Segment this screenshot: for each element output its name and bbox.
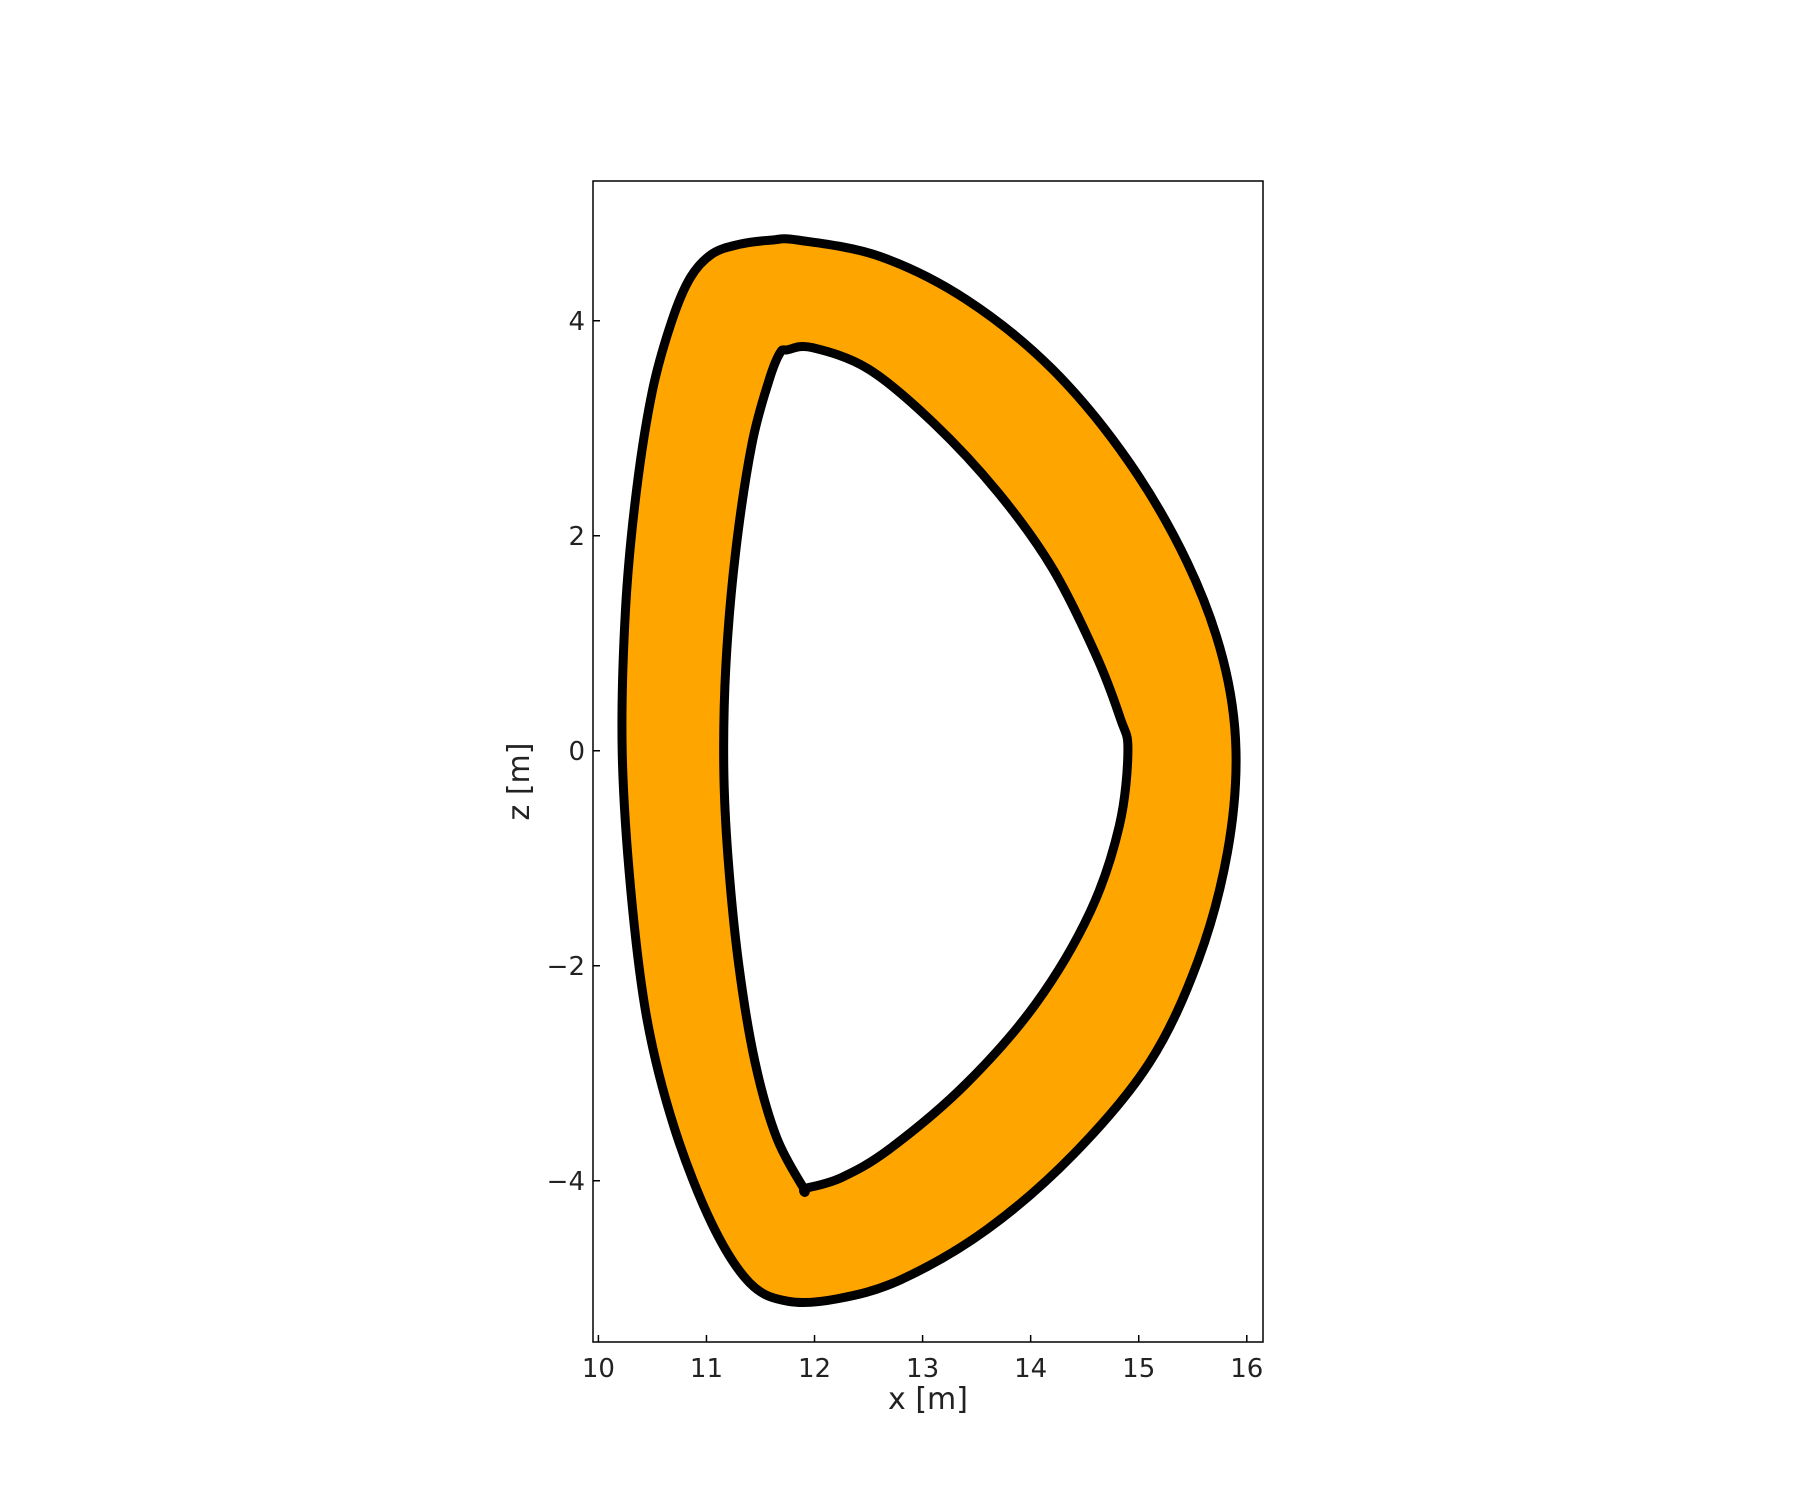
y-axis-title: z [m] [502,743,537,821]
y-tick-label: 0 [568,737,585,767]
plot-area [617,234,1241,1308]
y-tick-label: 2 [568,522,585,552]
x-tick-label: 10 [582,1354,615,1384]
y-axis-ticks: −4 −2 0 2 4 [547,307,600,1197]
outer-boundary-line [617,234,1241,1308]
x-tick-label: 12 [798,1354,831,1384]
x-tick-label: 16 [1230,1354,1263,1384]
x-tick-label: 15 [1122,1354,1155,1384]
plot-frame [592,180,1264,1343]
x-tick-label: 14 [1014,1354,1047,1384]
x-tick-label: 13 [906,1354,939,1384]
x-tick-label: 11 [690,1354,723,1384]
x-axis-ticks: 10 11 12 13 14 15 16 [582,1335,1263,1384]
y-tick-label: 4 [568,307,585,337]
inner-boundary-line [719,341,1133,1197]
y-tick-label: −2 [547,952,585,982]
x-axis-title: x [m] [888,1382,968,1417]
y-tick-label: −4 [547,1167,585,1197]
blanket-ring-fill [621,238,1237,1303]
